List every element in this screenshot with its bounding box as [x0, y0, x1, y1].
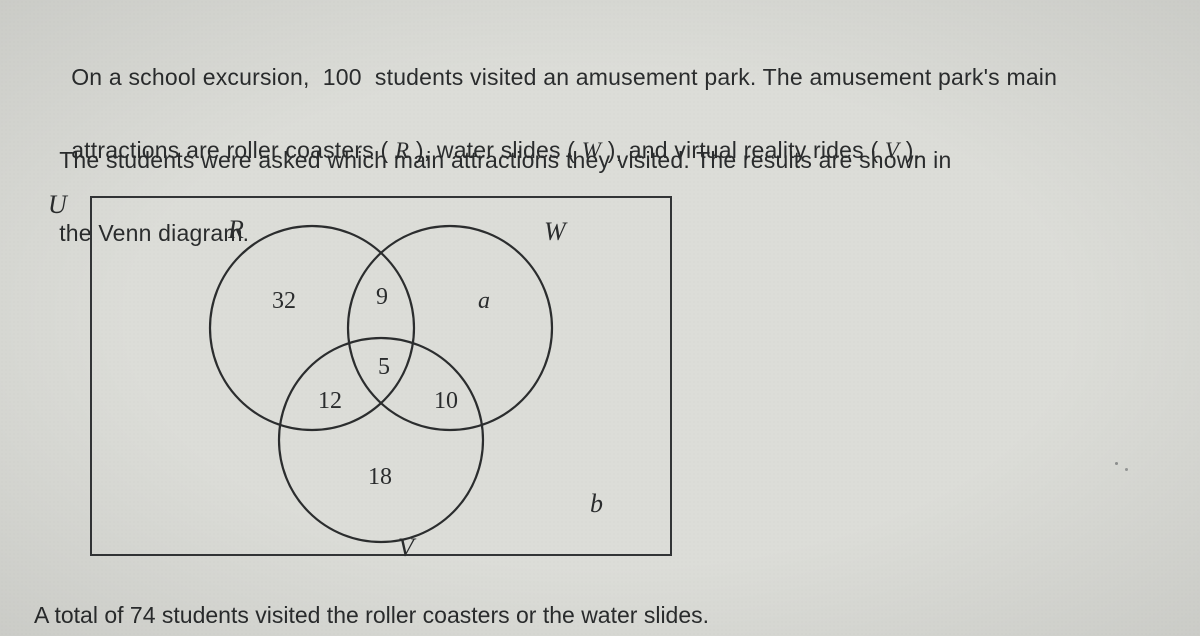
p1-seg-a: On a school excursion,	[71, 64, 323, 90]
venn-label-r: R	[227, 215, 244, 244]
footer-b: students visited the roller coasters or …	[156, 602, 710, 628]
venn-label-b: b	[590, 489, 603, 518]
footer-sentence: A total of 74 students visited the rolle…	[34, 602, 709, 629]
num-students: 100	[323, 64, 362, 90]
venn-label-w: W	[544, 217, 568, 246]
venn-region-r_only: 32	[272, 288, 296, 314]
venn-region-rw: 9	[376, 284, 388, 310]
venn-region-wv: 10	[434, 388, 458, 414]
venn-diagram: RWVb329a5121018	[90, 196, 672, 566]
venn-region-v_only: 18	[368, 464, 392, 490]
p1-seg-b: students visited an amusement park. The …	[362, 64, 1057, 90]
venn-region-rv: 12	[318, 388, 342, 414]
p2-seg-a: The students were asked which main attra…	[59, 147, 951, 173]
universe-label: U	[48, 190, 67, 220]
venn-region-rwv: 5	[378, 354, 390, 380]
footer-a: A total of	[34, 602, 130, 628]
num-rw: 74	[130, 602, 156, 628]
noise-speck	[1115, 462, 1118, 465]
venn-region-w_only: a	[478, 288, 490, 314]
venn-circle-r	[210, 226, 414, 430]
